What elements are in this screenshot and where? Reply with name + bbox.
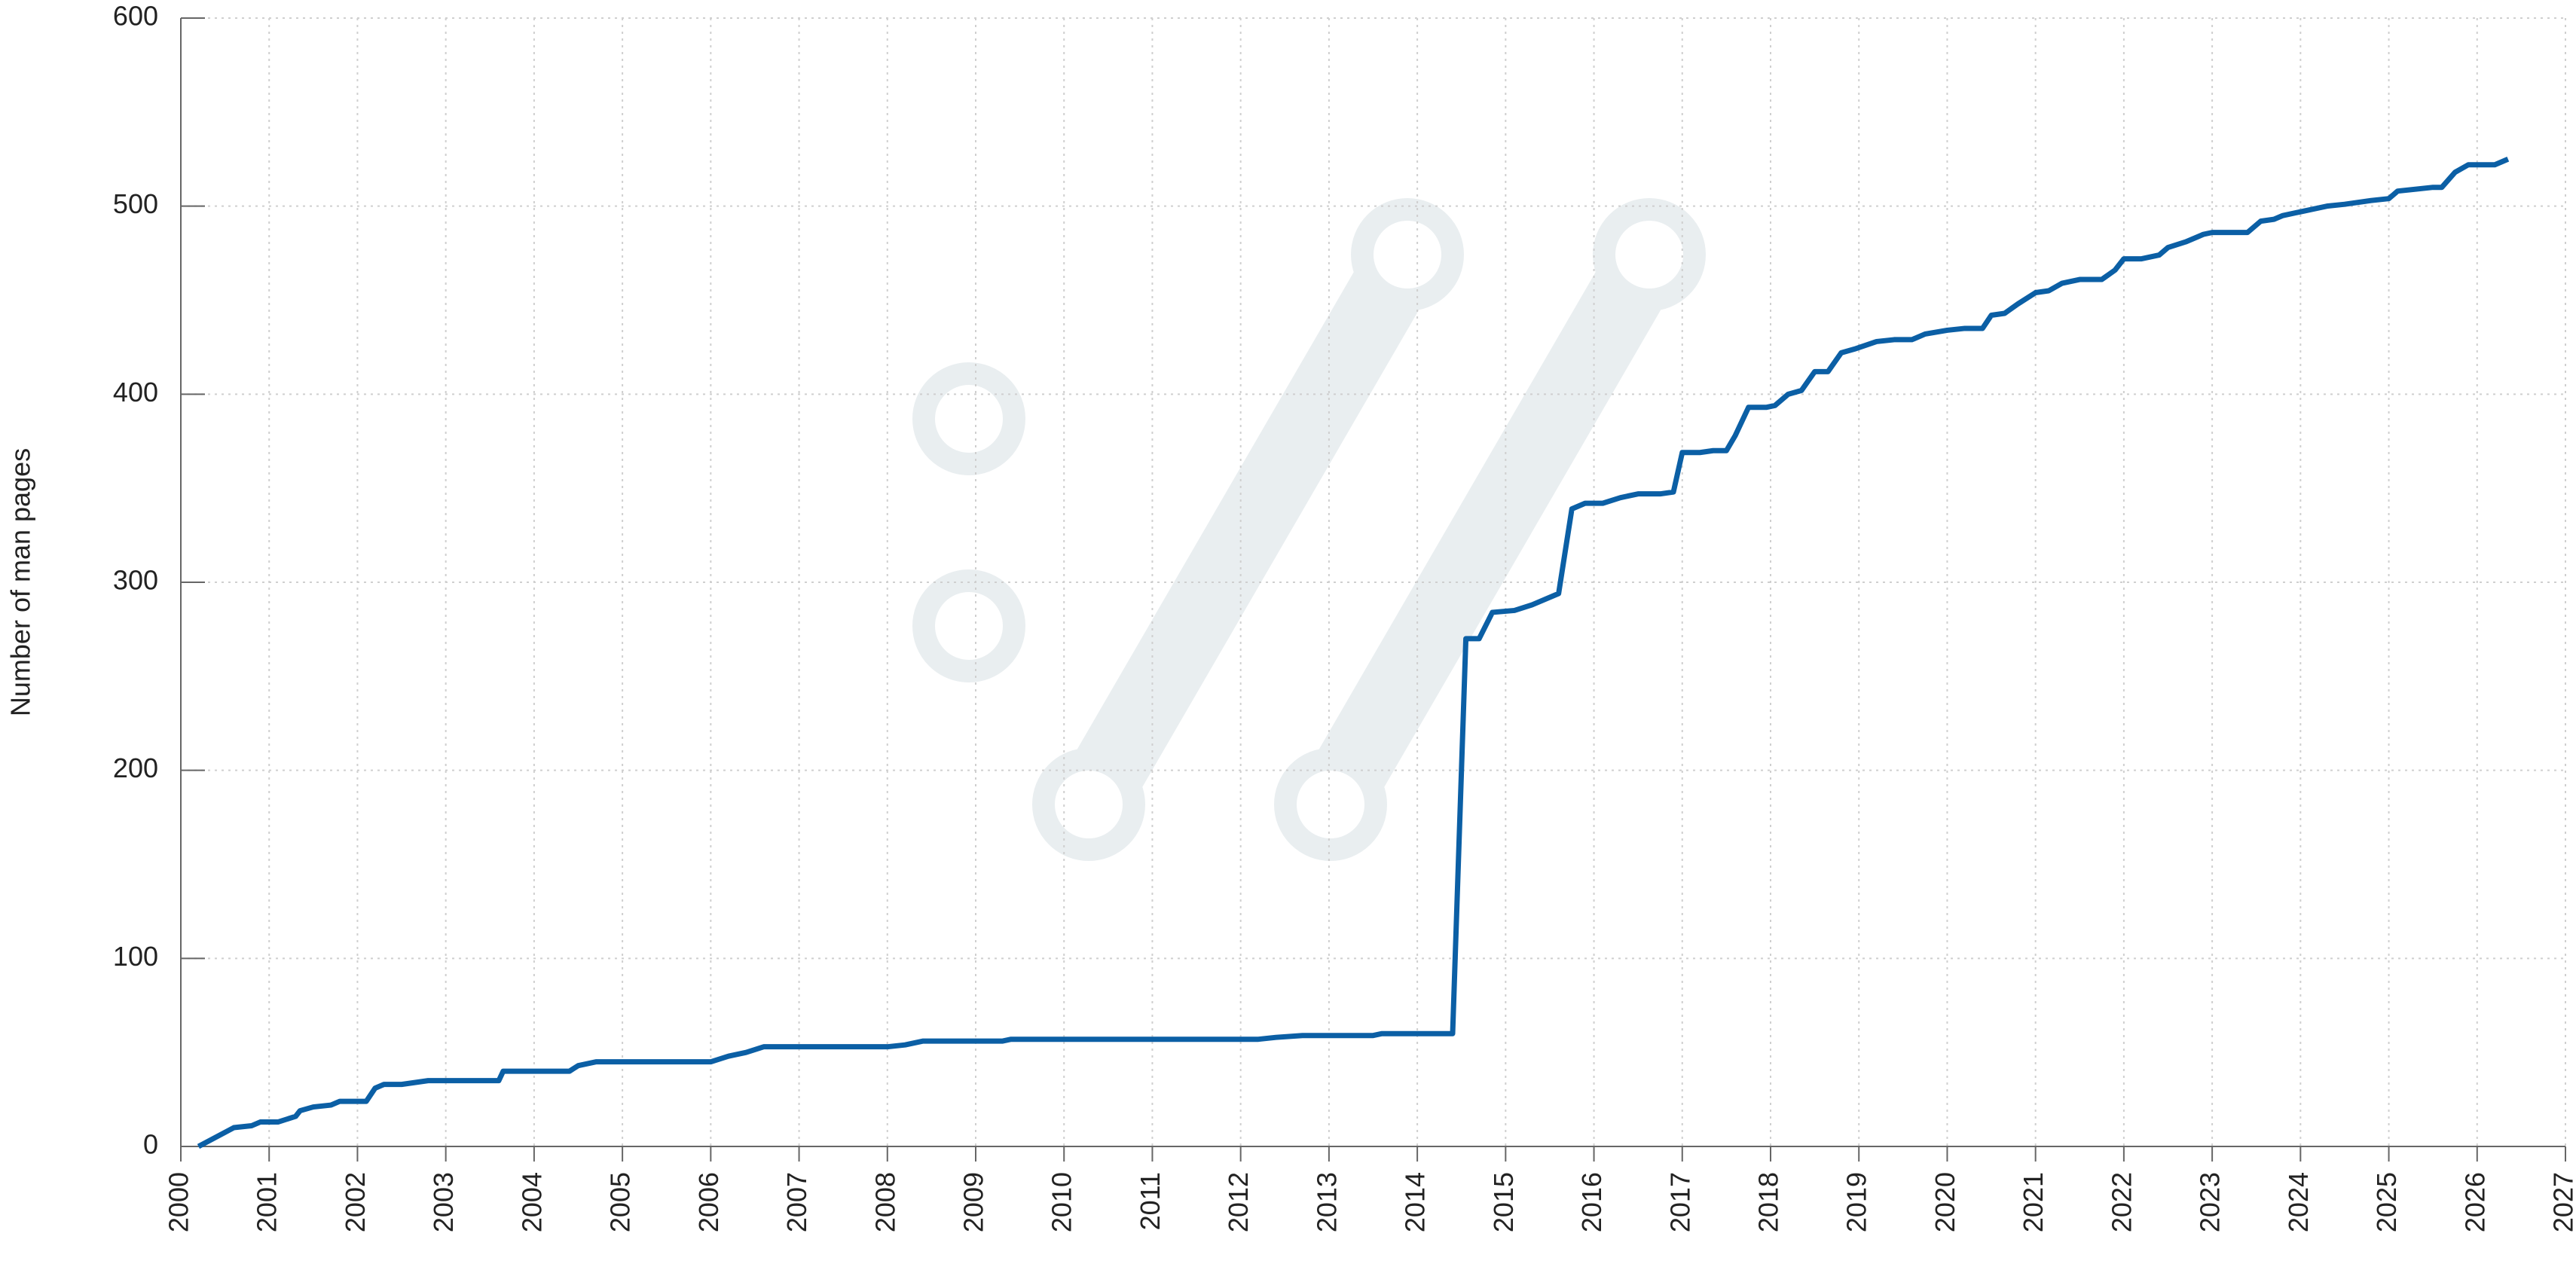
x-tick-label: 2000 [163,1172,194,1232]
x-tick-label: 2023 [2195,1172,2226,1232]
x-tick-label: 2015 [1488,1172,1519,1232]
x-tick-label: 2011 [1135,1172,1166,1230]
x-tick-label: 2004 [516,1172,547,1232]
y-tick-label: 300 [113,565,158,596]
x-tick-label: 2027 [2548,1172,2576,1232]
x-tick-label: 2020 [1930,1172,1960,1232]
x-tick-label: 2013 [1311,1172,1342,1232]
watermark-logo [912,198,1706,861]
y-axis-label: Number of man pages [5,448,36,716]
x-tick-label: 2005 [605,1172,636,1232]
y-tick-label: 400 [113,377,158,408]
x-tick-label: 2008 [869,1172,900,1232]
x-tick-label: 2012 [1223,1172,1254,1232]
x-tick-label: 2001 [252,1172,283,1232]
y-tick-label: 0 [143,1129,158,1160]
y-tick-label: 200 [113,753,158,783]
x-tick-label: 2025 [2371,1172,2402,1232]
x-tick-label: 2021 [2018,1172,2049,1232]
y-tick-label: 100 [113,941,158,972]
y-tick-label: 600 [113,1,158,32]
y-tick-label: 500 [113,188,158,219]
x-tick-label: 2007 [781,1172,812,1232]
x-tick-label: 2019 [1841,1172,1872,1232]
x-tick-label: 2018 [1753,1172,1784,1232]
data-line [197,157,2510,1149]
x-tick-label: 2002 [340,1172,371,1232]
x-tick-label: 2003 [428,1172,459,1232]
x-tick-label: 2022 [2106,1172,2137,1232]
x-tick-label: 2026 [2459,1172,2490,1232]
x-tick-label: 2010 [1047,1172,1077,1232]
x-tick-label: 2017 [1664,1172,1695,1232]
x-tick-label: 2016 [1576,1172,1607,1232]
x-tick-label: 2014 [1400,1172,1431,1232]
x-tick-label: 2006 [693,1172,724,1232]
x-tick-label: 2009 [958,1172,989,1232]
x-tick-label: 2024 [2283,1172,2314,1232]
